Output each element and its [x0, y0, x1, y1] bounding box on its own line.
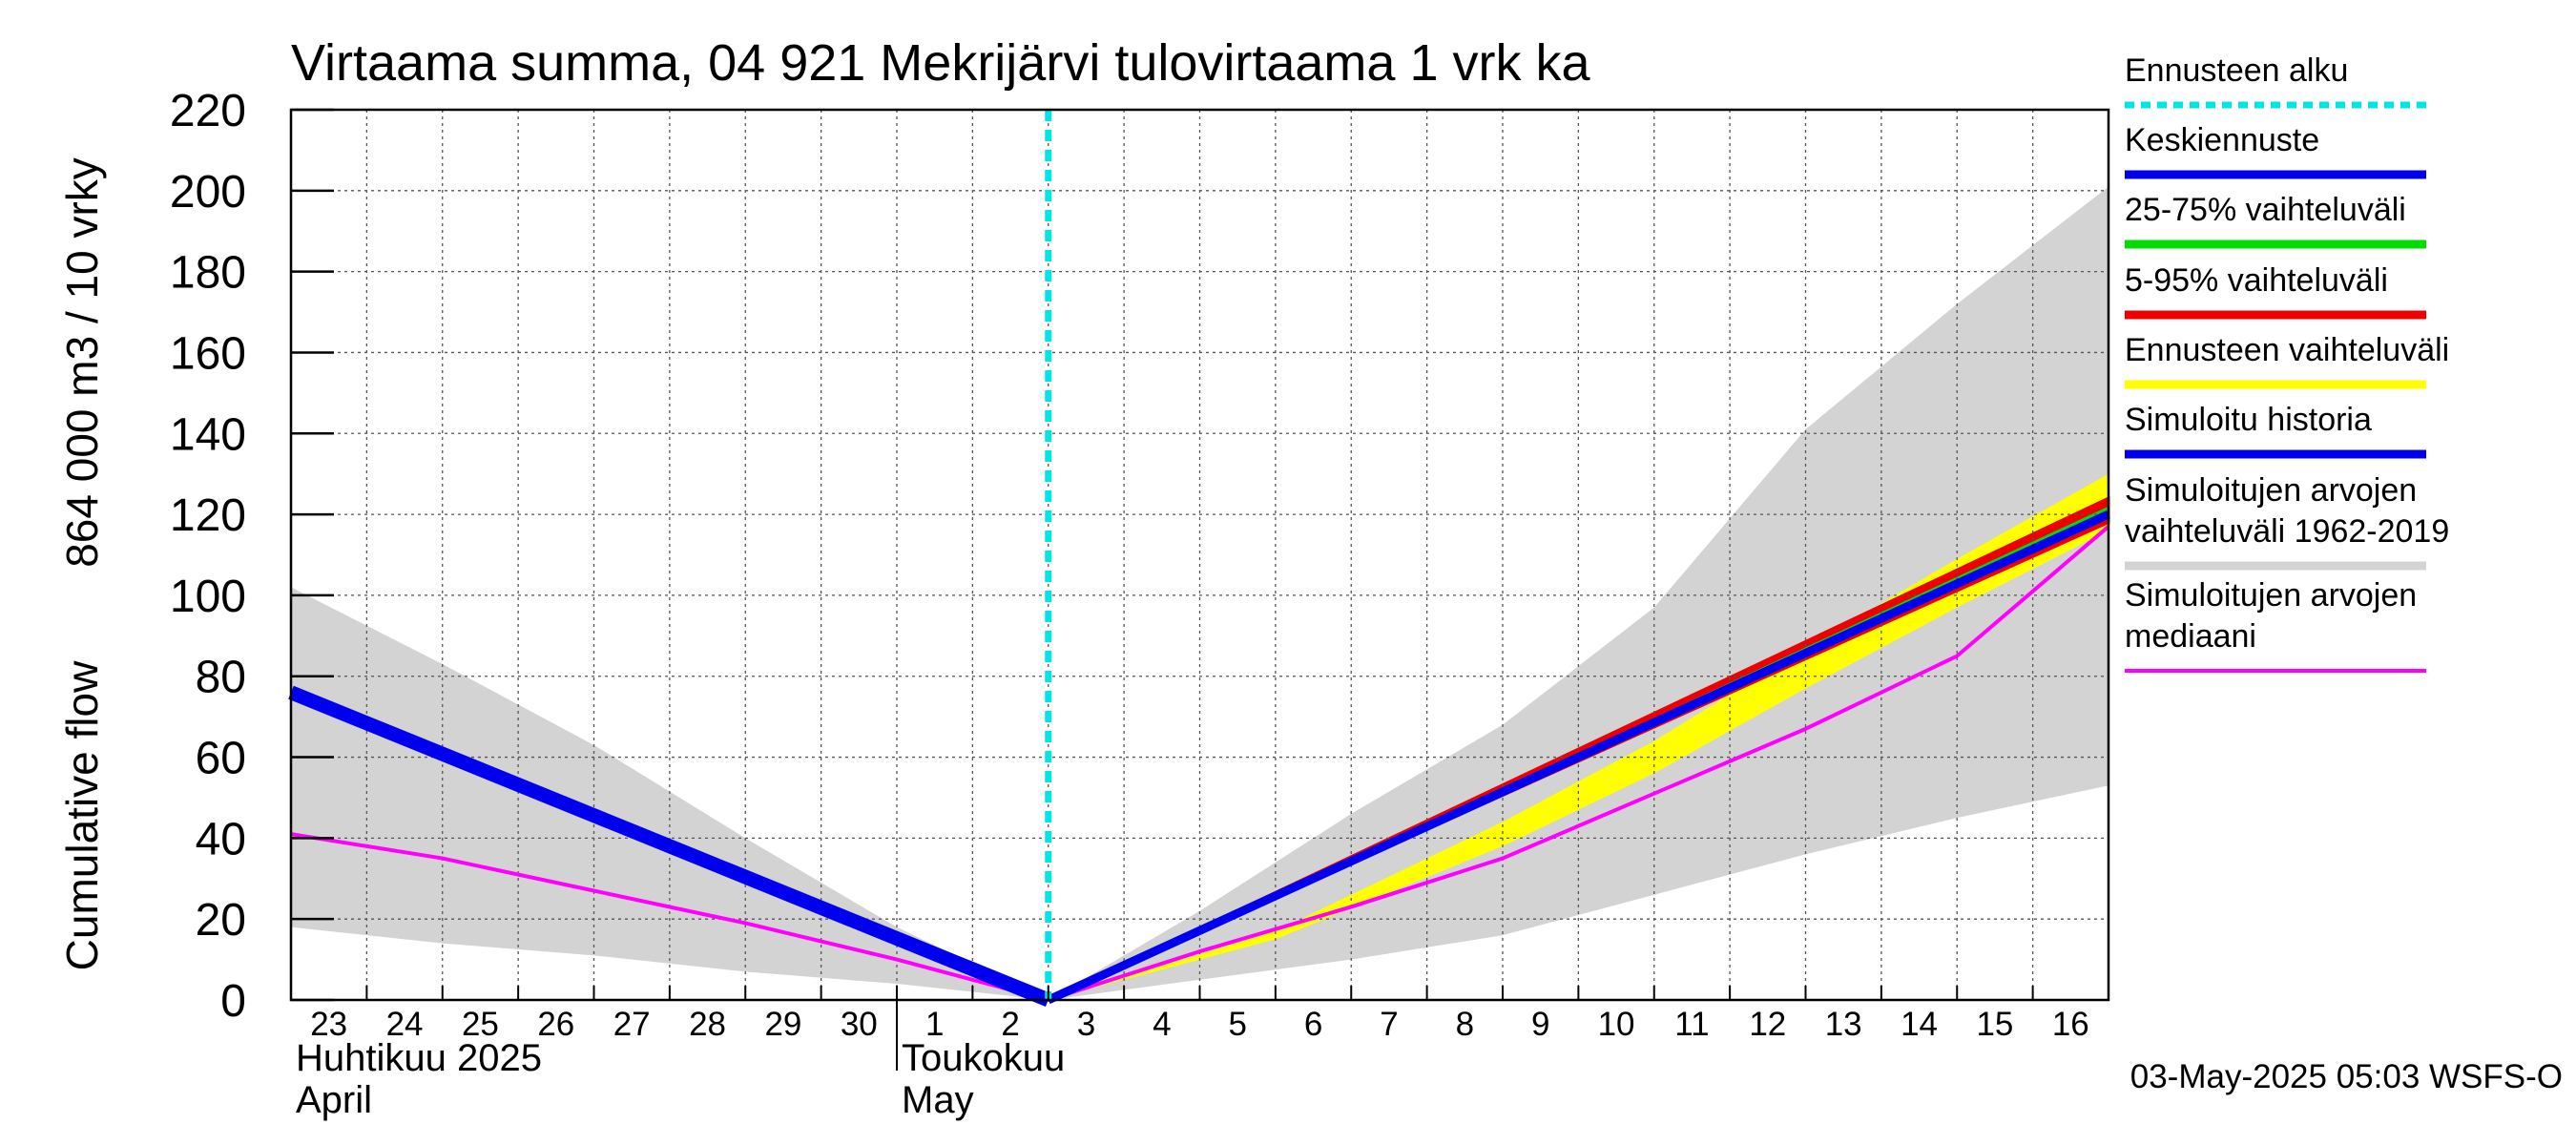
axes-layer: 0 20 40 60 80 100 120 140 160 180 200 220 864 000 m3…	[57, 86, 2110, 1121]
legend-label: Ennusteen alku	[2125, 52, 2348, 89]
legend-label: Simuloitujen arvojen	[2125, 472, 2417, 509]
y-tick-label: 180	[170, 248, 246, 299]
y-tick-label: 60	[196, 734, 246, 784]
legend-label: 5-95% vaihteluväli	[2125, 262, 2388, 299]
y-tick-label: 40	[196, 814, 246, 864]
y-tick-label: 0	[220, 976, 246, 1027]
x-tick-label: 9	[1531, 1006, 1549, 1043]
x-tick-label: 28	[689, 1006, 726, 1043]
x-tick-label: 23	[310, 1006, 347, 1043]
historical-median-line	[290, 525, 2110, 1002]
x-tick-label: 6	[1304, 1006, 1322, 1043]
x-tick-label: 30	[841, 1006, 878, 1043]
chart-title: Virtaama summa, 04 921 Mekrijärvi tulovi…	[291, 34, 1590, 92]
x-tick-label: 8	[1456, 1006, 1474, 1043]
x-tick-label: 7	[1380, 1006, 1398, 1043]
x-tick-label: 16	[2052, 1006, 2089, 1043]
x-tick-label: 29	[764, 1006, 801, 1043]
legend: Ennusteen alku Keskiennuste 25-75% vaihtel…	[2125, 52, 2449, 673]
x-tick-label: 5	[1228, 1006, 1246, 1043]
x-tick-label: 14	[1901, 1006, 1938, 1043]
y-tick-label: 120	[170, 490, 246, 541]
legend-label: 25-75% vaihteluväli	[2125, 192, 2406, 228]
legend-label: Simuloitujen arvojen	[2125, 577, 2417, 614]
month-label: May	[902, 1079, 974, 1121]
historical-range-band	[291, 186, 2109, 1000]
x-tick-label: 1	[925, 1006, 944, 1043]
median-forecast-line	[1046, 510, 2110, 1005]
timestamp-footer: 03-May-2025 05:03 WSFS-O	[2130, 1058, 2563, 1095]
simulated-history-line	[288, 685, 1051, 1007]
y-tick-label: 220	[170, 86, 246, 136]
x-tick-label: 2	[1001, 1006, 1019, 1043]
legend-label: Keskiennuste	[2125, 122, 2319, 158]
x-tick-label: 15	[1976, 1006, 2013, 1043]
month-label: April	[296, 1079, 372, 1121]
legend-label: Ennusteen vaihteluväli	[2125, 332, 2449, 368]
series-layer	[288, 110, 2110, 1007]
x-tick-label: 12	[1749, 1006, 1786, 1043]
y-axis-label-primary: 864 000 m3 / 10 vrky	[57, 157, 107, 568]
x-tick-label: 11	[1674, 1006, 1709, 1043]
x-tick-label: 3	[1077, 1006, 1095, 1043]
y-tick-label: 200	[170, 167, 246, 218]
x-tick-label: 24	[386, 1006, 424, 1043]
x-tick-label: 4	[1153, 1006, 1171, 1043]
y-tick-label: 140	[170, 409, 246, 460]
month-label: Huhtikuu 2025	[296, 1037, 542, 1079]
x-tick-label: 25	[462, 1006, 499, 1043]
y-tick-label: 20	[196, 895, 246, 946]
legend-label: mediaani	[2125, 618, 2256, 655]
x-tick-label: 10	[1598, 1006, 1635, 1043]
y-tick-label: 80	[196, 653, 246, 703]
y-tick-label: 160	[170, 328, 246, 379]
y-axis-label-secondary: Cumulative flow	[57, 660, 107, 970]
y-tick-label: 100	[170, 572, 246, 622]
x-tick-label: 26	[537, 1006, 574, 1043]
legend-label: vaihteluväli 1962-2019	[2125, 513, 2449, 550]
legend-label: Simuloitu historia	[2125, 402, 2372, 438]
x-tick-label: 27	[613, 1006, 651, 1043]
month-label: Toukokuu	[902, 1037, 1065, 1079]
x-tick-label: 13	[1825, 1006, 1862, 1043]
